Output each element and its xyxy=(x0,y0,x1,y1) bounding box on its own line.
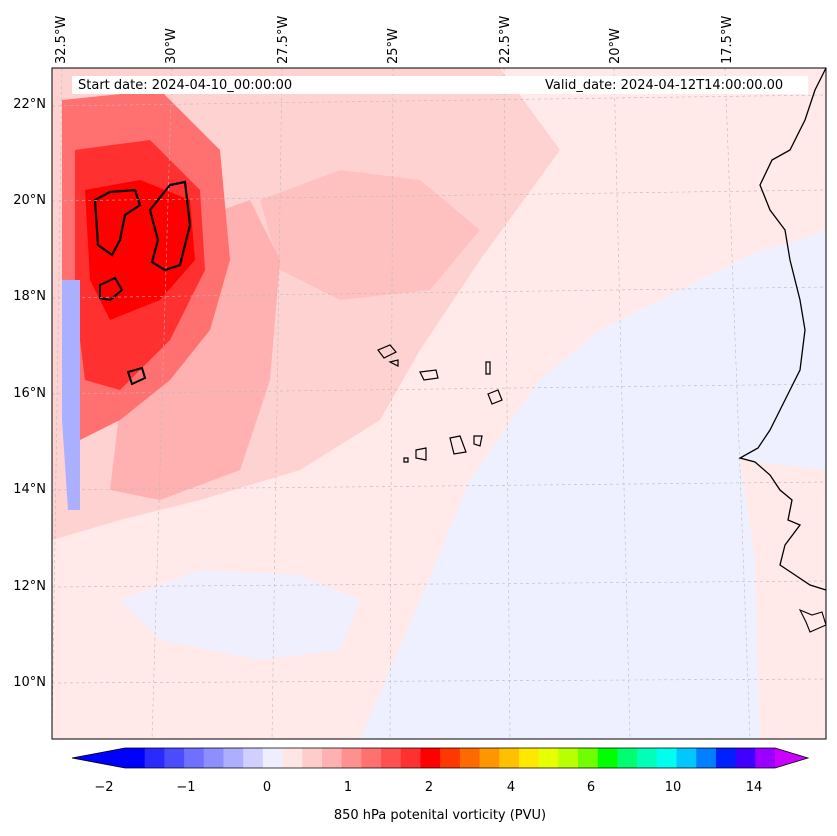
lon-label: 32.5°W xyxy=(54,15,69,64)
colorbar-extend-low xyxy=(72,748,125,768)
colorbar xyxy=(71,747,810,769)
african-coastline xyxy=(738,67,827,591)
lat-label: 22°N xyxy=(13,97,46,112)
land-region xyxy=(740,460,826,739)
lat-label: 10°N xyxy=(13,675,46,690)
negative-pv-strip xyxy=(62,280,80,510)
lat-label: 14°N xyxy=(13,482,46,497)
start-date-text: Start date: 2024-04-10_00:00:00 xyxy=(78,78,293,93)
colorbar-swatch xyxy=(558,748,579,768)
colorbar-swatch xyxy=(656,748,678,768)
pv-contour xyxy=(93,188,142,257)
colorbar-swatch xyxy=(341,748,362,768)
colorbar-swatch xyxy=(420,748,441,768)
colorbar-swatch xyxy=(676,748,697,768)
mid-pv-patch xyxy=(260,170,480,300)
colorbar-tick: −1 xyxy=(176,780,196,795)
colorbar-swatch xyxy=(499,748,520,768)
colorbar-tick: 1 xyxy=(343,780,353,795)
pv-contour xyxy=(126,366,147,386)
colorbar-outline xyxy=(71,747,810,769)
pv-contour xyxy=(148,180,192,272)
valid-date-text: Valid_date: 2024-04-12T14:00:00.00 xyxy=(545,78,784,93)
colorbar-swatch xyxy=(125,748,146,768)
lon-label: 17.5°W xyxy=(720,15,735,64)
colorbar-tick: 10 xyxy=(664,780,682,795)
cape-verde-islands xyxy=(377,344,503,463)
colorbar-swatch xyxy=(164,748,185,768)
colorbar-swatch xyxy=(262,748,284,768)
lat-label: 18°N xyxy=(13,289,46,304)
colorbar-tick: 2 xyxy=(424,780,434,795)
lon-label: 27.5°W xyxy=(276,15,291,64)
colorbar-swatch xyxy=(321,748,343,768)
colorbar-swatch xyxy=(282,748,303,768)
colorbar-swatch xyxy=(243,748,264,768)
colorbar-extend-high xyxy=(775,748,808,768)
colorbar-swatch xyxy=(144,748,165,768)
colorbar-swatch xyxy=(381,748,402,768)
lon-label: 20°W xyxy=(608,28,623,64)
colorbar-swatch xyxy=(518,748,540,768)
colorbar-tick: 4 xyxy=(506,780,516,795)
colorbar-tick: −2 xyxy=(94,780,114,795)
colorbar-swatch xyxy=(184,748,205,768)
graticule xyxy=(51,67,827,740)
colorbar-tick: 14 xyxy=(745,780,763,795)
max-pv-core xyxy=(85,180,195,320)
colorbar-swatch xyxy=(735,748,756,768)
colorbar-swatch xyxy=(617,748,638,768)
colorbar-swatch xyxy=(459,748,481,768)
colorbar-label: 850 hPa potenital vorticity (PVU) xyxy=(333,808,547,823)
colorbar-swatch xyxy=(361,748,382,768)
colorbar-swatch xyxy=(696,748,717,768)
colorbar-swatch xyxy=(637,748,658,768)
colorbar-swatch xyxy=(479,748,500,768)
colorbar-swatch xyxy=(755,748,776,768)
map-frame xyxy=(51,67,827,740)
colorbar-swatch xyxy=(597,748,618,768)
lat-label: 16°N xyxy=(13,386,46,401)
colorbar-swatch xyxy=(440,748,461,768)
colorbar-tick: 6 xyxy=(586,780,596,795)
lon-label: 22.5°W xyxy=(498,15,513,64)
pv-contour xyxy=(99,276,124,302)
colorbar-swatch xyxy=(578,748,599,768)
info-box xyxy=(72,76,808,94)
colorbar-tick: 0 xyxy=(262,780,272,795)
lon-label: 30°W xyxy=(164,28,179,64)
lon-label: 25°W xyxy=(386,28,401,64)
colorbar-swatch xyxy=(302,748,323,768)
lat-label: 20°N xyxy=(13,193,46,208)
colorbar-swatch xyxy=(223,748,244,768)
low-pv-region-south xyxy=(120,570,360,660)
colorbar-swatch xyxy=(400,748,421,768)
colorbar-swatch xyxy=(538,748,559,768)
colorbar-swatch xyxy=(203,748,224,768)
lat-label: 12°N xyxy=(13,579,46,594)
colorbar-swatch xyxy=(715,748,737,768)
